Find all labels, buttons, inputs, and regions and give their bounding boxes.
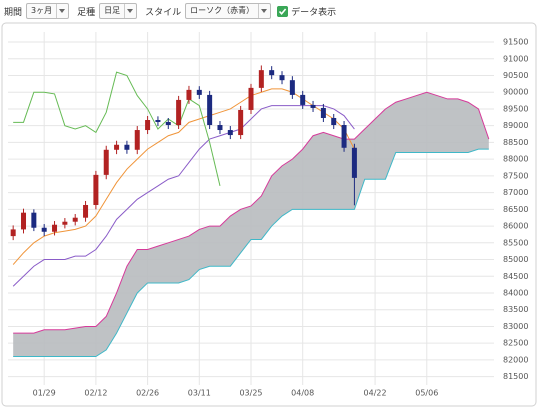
candle-body [269, 70, 275, 76]
candle-body [31, 212, 37, 228]
x-tick-label: 04/22 [364, 389, 387, 398]
x-tick-label: 02/26 [136, 389, 159, 398]
candle-body [331, 117, 337, 126]
candle-body [341, 125, 347, 148]
indicator-line [12, 105, 355, 287]
bar-label: 足種 [77, 7, 96, 18]
y-tick-label: 84500 [503, 272, 528, 281]
candle-body [155, 119, 161, 123]
y-tick-label: 90500 [503, 71, 528, 80]
candle-body [103, 149, 109, 175]
y-tick-label: 85000 [503, 255, 528, 264]
candle-body [227, 130, 233, 136]
data-toggle-label[interactable]: データ表示 [291, 7, 337, 18]
candle-body [207, 94, 213, 126]
candle-body [114, 144, 120, 150]
chart-frame [1, 22, 537, 407]
indicator-line [13, 91, 490, 334]
style-select[interactable]: ローソク（赤青） [185, 3, 272, 19]
y-tick-label: 86500 [503, 205, 528, 214]
y-tick-label: 87500 [503, 171, 528, 180]
candle-body [320, 107, 326, 118]
y-tick-label: 85500 [503, 238, 528, 247]
indicator-line [12, 88, 355, 265]
x-tick-label: 03/25 [239, 389, 262, 398]
y-tick-label: 91000 [503, 54, 528, 63]
y-tick-label: 82500 [503, 339, 528, 348]
period-value: 3ヶ月 [31, 6, 53, 15]
y-tick-label: 81500 [503, 372, 528, 381]
y-tick-label: 83000 [503, 322, 528, 331]
x-tick-label: 01/29 [33, 389, 56, 398]
y-tick-label: 84000 [503, 288, 528, 297]
candle-body [176, 99, 182, 126]
y-tick-label: 88500 [503, 138, 528, 147]
candle-body [134, 130, 140, 150]
candle-body [248, 87, 254, 110]
data-checkbox[interactable] [277, 5, 289, 17]
candle-body [279, 75, 285, 81]
candle-body [310, 104, 316, 108]
x-tick-label: 04/08 [291, 389, 314, 398]
candle-body [93, 174, 99, 205]
candle-body [10, 229, 16, 237]
y-tick-label: 90000 [503, 88, 528, 97]
candle-body [62, 221, 68, 225]
y-tick-label: 89500 [503, 104, 528, 113]
style-label: スタイル [145, 7, 182, 18]
candle-body [351, 147, 357, 178]
candle-body [186, 89, 192, 100]
period-select[interactable]: 3ヶ月 [26, 3, 70, 19]
bar-select[interactable]: 日足 [99, 3, 138, 19]
candle-body [258, 70, 264, 88]
x-tick-label: 05/06 [415, 389, 438, 398]
toolbar: 期間 3ヶ月 足種 日足 スタイル ローソク（赤青） データ表示 [0, 0, 540, 22]
x-tick-label: 02/12 [84, 389, 107, 398]
style-value: ローソク（赤青） [190, 6, 255, 15]
candle-body [124, 144, 130, 150]
indicator-line [13, 71, 221, 187]
y-tick-label: 91500 [503, 38, 528, 47]
candle-body [41, 227, 47, 232]
y-tick-label: 83500 [503, 305, 528, 314]
indicator-line [13, 148, 489, 358]
candle-body [238, 109, 244, 136]
candle-body [72, 217, 78, 222]
x-tick-label: 03/11 [188, 389, 211, 398]
period-label: 期間 [4, 7, 23, 18]
y-tick-label: 87000 [503, 188, 528, 197]
candle-body [52, 224, 58, 232]
candle-body [165, 122, 171, 126]
candle-body [21, 212, 27, 230]
y-tick-label: 89000 [503, 121, 528, 130]
candle-body [145, 119, 151, 131]
bar-value: 日足 [104, 6, 121, 15]
candle-body [83, 204, 89, 218]
cloud [13, 92, 489, 357]
candle-body [289, 80, 295, 95]
candle-body [300, 94, 306, 105]
y-tick-label: 82000 [503, 355, 528, 364]
candle-body [196, 89, 202, 95]
y-tick-label: 88000 [503, 155, 528, 164]
y-tick-label: 86000 [503, 222, 528, 231]
candle-body [217, 125, 223, 131]
